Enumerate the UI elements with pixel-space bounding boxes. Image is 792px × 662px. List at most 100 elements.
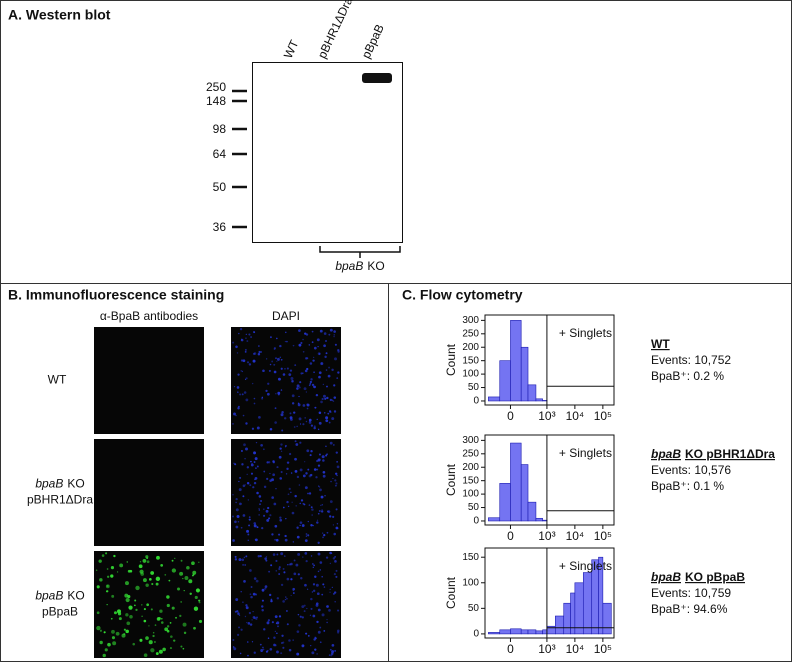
cell-signal — [269, 427, 273, 431]
group-label: bpaB KO — [335, 259, 384, 273]
cell-signal — [245, 555, 248, 558]
marker-label: 64 — [213, 147, 227, 161]
cell-signal — [335, 482, 338, 485]
cell-signal — [311, 508, 314, 511]
cell-signal — [247, 622, 251, 625]
cell-signal — [288, 648, 292, 652]
cell-signal — [115, 631, 120, 636]
cell-signal — [299, 468, 303, 472]
cell-signal — [336, 609, 340, 612]
cell-signal — [251, 619, 253, 621]
cell-signal — [244, 457, 246, 460]
cell-signal — [321, 613, 325, 617]
cell-signal — [281, 634, 284, 637]
cell-signal — [325, 340, 327, 342]
cell-signal — [259, 643, 262, 646]
cell-signal — [244, 348, 247, 351]
cell-signal — [311, 383, 315, 387]
cell-signal — [316, 338, 320, 342]
label: KO — [367, 259, 384, 273]
cell-signal — [314, 575, 317, 578]
cell-signal — [247, 533, 250, 536]
cell-signal — [179, 571, 184, 576]
cell-signal — [96, 611, 100, 615]
cell-signal — [309, 473, 313, 477]
cell-signal — [276, 597, 280, 600]
cell-signal — [296, 652, 300, 656]
cell-signal — [328, 421, 331, 424]
cell-signal — [318, 375, 321, 379]
histogram-bar — [598, 556, 604, 635]
cell-signal — [333, 334, 335, 336]
cell-signal — [246, 641, 249, 643]
cell-signal — [250, 336, 252, 338]
plot-frame — [484, 314, 615, 406]
cell-signal — [310, 378, 313, 381]
cell-signal — [312, 589, 316, 593]
cell-signal — [319, 641, 322, 644]
cell-signal — [276, 553, 279, 556]
cell-signal — [302, 644, 305, 647]
cell-signal — [182, 647, 185, 650]
cell-signal — [318, 453, 321, 456]
cell-signal — [239, 393, 242, 396]
cell-signal — [261, 588, 265, 592]
cell-signal — [299, 441, 302, 444]
histogram-bar — [542, 400, 548, 402]
cell-signal — [318, 371, 322, 375]
cell-signal — [322, 394, 326, 398]
cell-signal — [301, 616, 304, 619]
cell-signal — [296, 425, 298, 428]
cell-signal — [279, 477, 283, 480]
cell-signal — [284, 340, 287, 343]
blot — [252, 62, 403, 243]
cell-signal — [316, 521, 319, 524]
cell-signal — [331, 650, 335, 654]
cell-signal — [309, 362, 313, 365]
cell-signal — [274, 644, 277, 647]
lane-label: pBpaB — [359, 22, 387, 61]
cell-signal — [304, 552, 308, 555]
cell-signal — [117, 612, 122, 616]
cell-signal — [318, 421, 322, 425]
cell-signal — [321, 509, 323, 511]
cell-signal — [290, 578, 293, 581]
cell-signal — [111, 636, 116, 640]
cell-signal — [337, 371, 340, 374]
cell-signal — [263, 448, 265, 451]
cell-signal — [244, 350, 247, 353]
cell-signal — [238, 332, 240, 335]
cell-signal — [236, 386, 240, 389]
cell-signal — [305, 391, 307, 393]
cell-signal — [106, 604, 108, 606]
cell-signal — [245, 447, 248, 451]
cell-signal — [320, 504, 322, 507]
cell-signal — [333, 330, 336, 333]
cell-signal — [334, 343, 337, 346]
cell-signal — [261, 527, 264, 530]
cell-signal — [299, 615, 302, 618]
cell-signal — [310, 449, 313, 453]
cell-signal — [321, 532, 324, 534]
cell-signal — [266, 392, 270, 396]
cell-signal — [320, 400, 323, 404]
cell-signal — [96, 585, 100, 589]
events: Events: 10,752 — [651, 353, 731, 367]
cell-signal — [283, 571, 286, 574]
cell-signal — [235, 508, 239, 512]
cell-signal — [240, 526, 243, 529]
cell-signal — [263, 514, 266, 517]
cell-signal — [253, 402, 256, 405]
cell-signal — [232, 539, 235, 542]
cell-signal — [277, 391, 281, 395]
cell-signal — [314, 636, 317, 639]
cell-signal — [310, 424, 314, 427]
cell-signal — [319, 626, 322, 629]
cell-signal — [309, 614, 312, 617]
cell-signal — [280, 358, 283, 361]
cell-signal — [275, 570, 277, 572]
histogram-bar — [542, 629, 548, 635]
gene: bpaB — [35, 589, 63, 603]
cell-signal — [268, 570, 271, 573]
cell-signal — [334, 601, 336, 603]
